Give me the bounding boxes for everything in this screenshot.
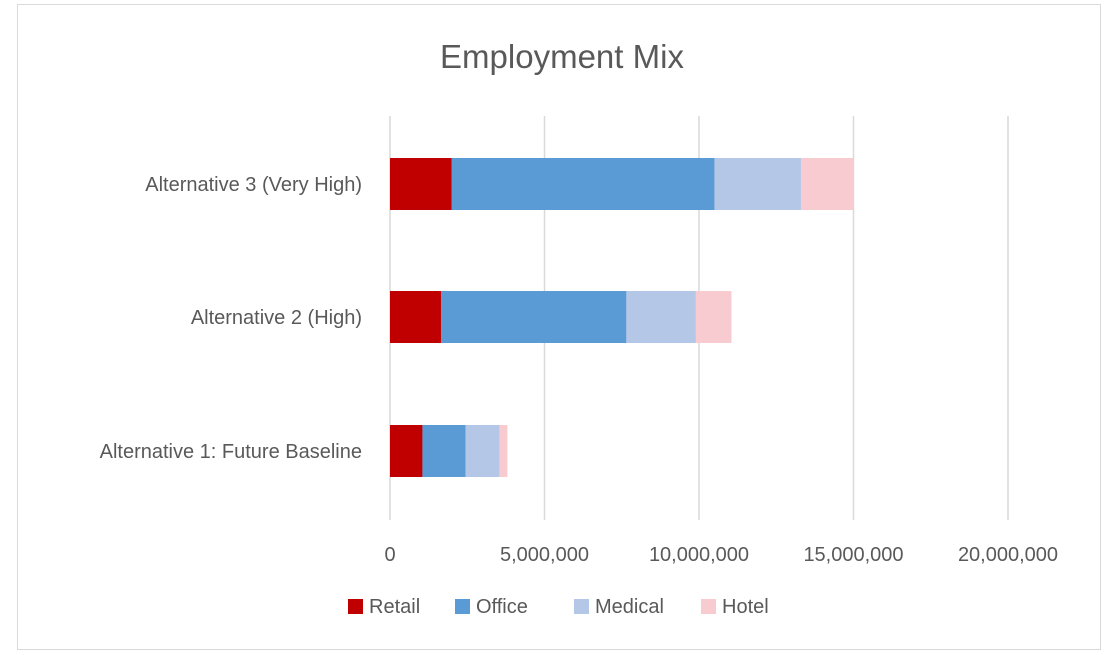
x-tick-label-0: 0 [384, 544, 395, 566]
legend-swatch-medical [574, 599, 589, 614]
legend-label-medical: Medical [595, 596, 664, 618]
legend-swatch-hotel [701, 599, 716, 614]
bar-medical-2 [626, 291, 696, 343]
bar-hotel-2 [695, 291, 732, 343]
category-label-1: Alternative 3 (Very High) [145, 174, 362, 196]
x-tick-label-1: 5,000,000 [500, 544, 589, 566]
category-label-2: Alternative 2 (High) [191, 307, 362, 329]
bar-retail-3 [390, 425, 423, 477]
bar-retail-2 [390, 291, 441, 343]
legend: Retail Office Medical Hotel [348, 596, 769, 618]
bar-retail-1 [390, 158, 452, 210]
bar-hotel-1 [800, 158, 854, 210]
legend-label-office: Office [476, 596, 528, 618]
legend-label-hotel: Hotel [722, 596, 769, 618]
bar-office-3 [422, 425, 466, 477]
x-tick-label-2: 10,000,000 [649, 544, 749, 566]
bar-segments [390, 158, 854, 477]
legend-swatch-retail [348, 599, 363, 614]
legend-swatch-office [455, 599, 470, 614]
legend-label-retail: Retail [369, 596, 420, 618]
bar-office-2 [440, 291, 627, 343]
x-axis-tick-labels: 0 5,000,000 10,000,000 15,000,000 20,000,000 [384, 544, 1058, 566]
x-tick-label-4: 20,000,000 [958, 544, 1058, 566]
bar-office-1 [451, 158, 715, 210]
category-labels: Alternative 3 (Very High) Alternative 2 (… [100, 174, 362, 463]
bar-medical-1 [714, 158, 801, 210]
category-label-3: Alternative 1: Future Baseline [100, 441, 362, 463]
x-tick-label-3: 15,000,000 [803, 544, 903, 566]
bar-hotel-3 [499, 425, 508, 477]
chart-title: Employment Mix [440, 38, 684, 75]
bar-medical-3 [465, 425, 500, 477]
